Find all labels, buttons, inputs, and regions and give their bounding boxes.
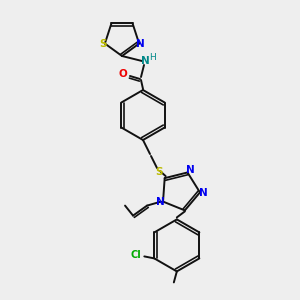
Text: N: N: [136, 39, 145, 49]
Text: Cl: Cl: [131, 250, 142, 260]
Text: N: N: [186, 166, 195, 176]
Text: S: S: [99, 39, 106, 49]
Text: S: S: [155, 167, 163, 177]
Text: N: N: [141, 56, 149, 66]
Text: H: H: [148, 53, 155, 62]
Text: N: N: [156, 196, 164, 207]
Text: O: O: [118, 69, 127, 79]
Text: N: N: [199, 188, 207, 198]
